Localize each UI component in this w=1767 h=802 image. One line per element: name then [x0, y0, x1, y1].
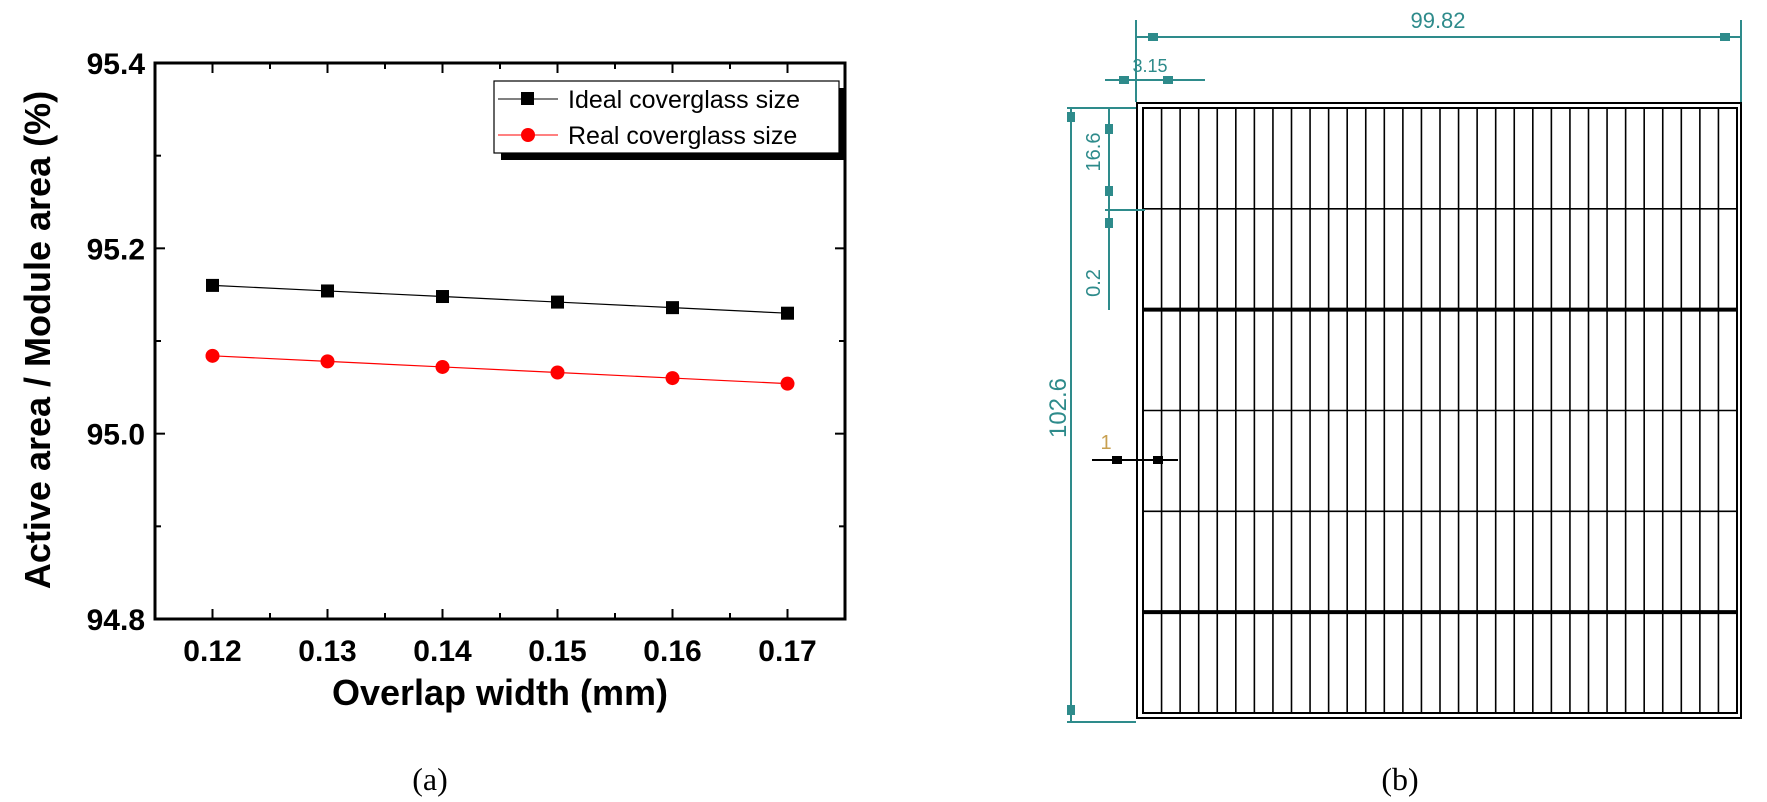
chart-panel-a: Active area / Module area (%) Overlap wi…	[17, 48, 847, 797]
dim-cell-height-label: 16.6	[1083, 133, 1105, 172]
y-tick-label: 95.2	[87, 233, 145, 266]
plot-frame	[153, 61, 847, 621]
dimension-arrows	[1067, 33, 1730, 715]
module-outer-frame	[1136, 102, 1742, 719]
data-point	[781, 306, 794, 320]
series-line-0	[212, 284, 788, 314]
dimension-lines	[1067, 20, 1742, 723]
legend-label-real: Real coverglass size	[568, 122, 797, 150]
data-point	[665, 371, 680, 386]
x-tick-label: 0.12	[183, 635, 241, 668]
y-tick-label: 94.8	[87, 604, 145, 637]
data-point	[206, 278, 219, 292]
y-tick-label: 95.0	[87, 419, 145, 452]
legend-marker-ideal	[521, 92, 534, 105]
data-point	[666, 301, 679, 315]
x-tick-label: 0.15	[528, 635, 586, 668]
dim-overlap-label: 1	[1100, 432, 1111, 454]
legend: Ideal coverglass size Real coverglass si…	[493, 80, 846, 160]
dim-margin-label: 3.15	[1132, 56, 1167, 76]
data-point	[436, 290, 449, 304]
overlap-arrow-right	[1153, 456, 1163, 464]
caption-a: (a)	[412, 761, 448, 797]
data-point	[435, 359, 450, 374]
x-tick-label: 0.14	[413, 635, 472, 668]
x-tick-label: 0.17	[758, 635, 816, 668]
data-point	[205, 348, 220, 363]
x-tick-label: 0.16	[643, 635, 701, 668]
legend-marker-real	[521, 128, 535, 142]
data-point	[321, 284, 334, 298]
axis-ticks: 0.12 0.13 0.14 0.15 0.16 0.17 94.8 95.0 95.2 95.4	[87, 48, 845, 668]
series-line-1	[212, 355, 788, 385]
x-tick-label: 0.13	[298, 635, 356, 668]
data-point	[780, 376, 795, 391]
y-tick-label: 95.4	[87, 48, 146, 81]
module-layout-panel-b: 99.82 3.15 16.6 0.2 102.6 1 (b)	[1045, 8, 1742, 797]
x-axis-label: Overlap width (mm)	[332, 672, 668, 713]
data-point	[551, 295, 564, 309]
data-point	[550, 365, 565, 380]
dim-width-label: 99.82	[1410, 8, 1465, 33]
series-layer	[205, 278, 795, 391]
overlap-arrow-left	[1112, 456, 1122, 464]
module-grid	[1136, 102, 1742, 719]
legend-label-ideal: Ideal coverglass size	[568, 86, 800, 114]
dim-gap-label: 0.2	[1083, 269, 1105, 297]
data-point	[320, 354, 335, 369]
legend-box	[493, 80, 840, 154]
y-axis-label: Active area / Module area (%)	[17, 91, 58, 589]
dim-height-label: 102.6	[1045, 378, 1072, 438]
caption-b: (b)	[1381, 761, 1418, 797]
